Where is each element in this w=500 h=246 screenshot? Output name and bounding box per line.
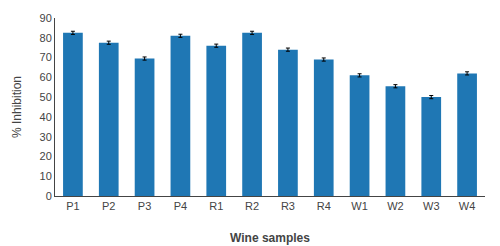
svg-text:R3: R3	[281, 200, 295, 212]
svg-text:P2: P2	[102, 200, 115, 212]
svg-text:20: 20	[40, 150, 52, 162]
svg-text:W4: W4	[459, 200, 476, 212]
svg-text:R4: R4	[317, 200, 331, 212]
svg-text:70: 70	[40, 51, 52, 63]
svg-text:50: 50	[40, 91, 52, 103]
svg-text:R2: R2	[245, 200, 259, 212]
svg-text:30: 30	[40, 131, 52, 143]
svg-text:60: 60	[40, 71, 52, 83]
svg-text:W2: W2	[387, 200, 404, 212]
svg-text:80: 80	[40, 32, 52, 44]
svg-text:90: 90	[40, 12, 52, 24]
svg-text:W3: W3	[423, 200, 440, 212]
svg-text:P1: P1	[66, 200, 79, 212]
svg-text:40: 40	[40, 111, 52, 123]
svg-text:W1: W1	[351, 200, 368, 212]
svg-text:R1: R1	[209, 200, 223, 212]
svg-text:10: 10	[40, 170, 52, 182]
svg-text:0: 0	[46, 190, 52, 202]
svg-text:Wine samples: Wine samples	[230, 231, 310, 245]
svg-text:P3: P3	[138, 200, 151, 212]
svg-text:P4: P4	[174, 200, 187, 212]
svg-text:% Inhibition: % Inhibition	[10, 76, 24, 138]
